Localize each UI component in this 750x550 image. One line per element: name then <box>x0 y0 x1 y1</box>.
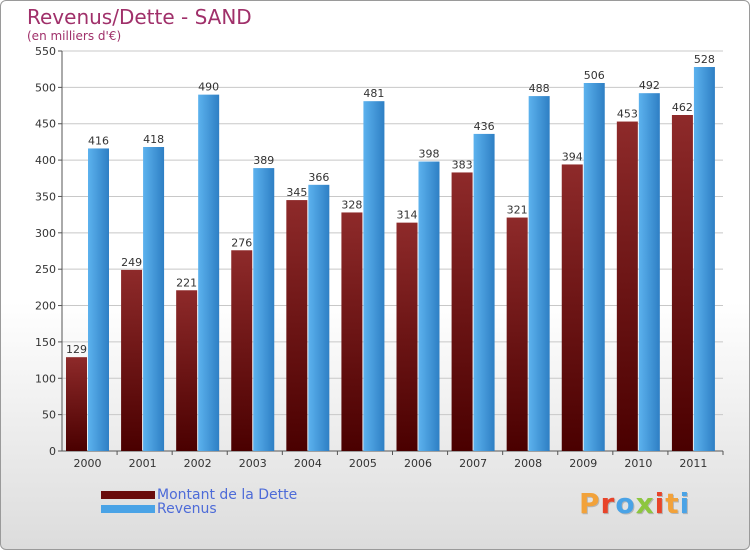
y-tick-label: 100 <box>35 372 56 385</box>
x-tick-label: 2003 <box>239 457 267 470</box>
bar-revenus <box>638 93 660 451</box>
data-label-dette: 276 <box>231 236 252 249</box>
bar-dette <box>121 269 143 451</box>
data-label-dette: 383 <box>452 158 473 171</box>
legend-item-dette: Montant de la Dette <box>101 487 297 503</box>
x-tick-label: 2007 <box>459 457 487 470</box>
bar-dette <box>671 115 693 451</box>
y-tick-label: 500 <box>35 81 56 94</box>
bar-dette <box>286 200 308 451</box>
y-tick-label: 450 <box>35 118 56 131</box>
legend-swatch-revenus <box>101 505 155 513</box>
y-tick-label: 250 <box>35 263 56 276</box>
chart-subtitle: (en milliers d'€) <box>27 29 122 43</box>
data-label-dette: 345 <box>286 186 307 199</box>
bar-revenus <box>363 101 385 451</box>
y-tick-label: 0 <box>49 445 56 458</box>
bar-dette <box>176 290 198 451</box>
bar-revenus <box>528 96 550 451</box>
data-label-dette: 328 <box>341 198 362 211</box>
legend-swatch-dette <box>101 491 155 499</box>
data-label-revenus: 490 <box>198 81 219 94</box>
x-tick-label: 2002 <box>184 457 212 470</box>
y-tick-label: 400 <box>35 154 56 167</box>
legend-item-revenus: Revenus <box>101 501 217 517</box>
x-tick-label: 2005 <box>349 457 377 470</box>
logo-letter: i <box>654 487 666 520</box>
x-tick-label: 2008 <box>514 457 542 470</box>
x-tick-label: 2006 <box>404 457 432 470</box>
data-label-dette: 394 <box>562 150 583 163</box>
axes: 0 50 100 150 200 250 300 350 400 450 500 550 2000 200… <box>35 45 724 470</box>
bar-dette <box>341 212 363 451</box>
data-label-revenus: 481 <box>363 87 384 100</box>
logo-letter: r <box>600 487 616 520</box>
y-tick-label: 150 <box>35 336 56 349</box>
data-label-dette: 249 <box>121 256 142 269</box>
x-tick-label: 2010 <box>624 457 652 470</box>
bar-dette <box>66 357 87 451</box>
bar-dette <box>231 250 253 451</box>
y-tick-label: 300 <box>35 227 56 240</box>
data-label-dette: 453 <box>617 108 638 121</box>
data-label-revenus: 366 <box>308 171 329 184</box>
logo-letter: x <box>635 487 655 520</box>
y-tick-label: 550 <box>35 45 56 58</box>
bar-revenus <box>308 184 330 451</box>
data-label-revenus: 506 <box>584 69 605 82</box>
data-label-revenus: 398 <box>419 148 440 161</box>
bar-revenus <box>583 83 605 451</box>
data-label-revenus: 389 <box>253 154 274 167</box>
bar-revenus <box>253 168 275 451</box>
x-tick-label: 2009 <box>569 457 597 470</box>
logo-letter: o <box>615 487 636 520</box>
bar-revenus <box>693 67 715 451</box>
data-label-revenus: 436 <box>474 120 495 133</box>
y-tick-label: 50 <box>42 409 56 422</box>
proxiti-logo: Proxiti <box>579 487 690 520</box>
bars <box>66 67 715 452</box>
data-label-revenus: 492 <box>639 79 660 92</box>
y-tick-label: 200 <box>35 300 56 313</box>
bar-revenus <box>88 148 109 452</box>
data-label-dette: 462 <box>672 101 693 114</box>
bar-revenus <box>198 94 220 452</box>
logo-letter: t <box>665 487 680 520</box>
data-label-revenus: 488 <box>529 82 550 95</box>
bar-dette <box>616 121 638 451</box>
logo-letter: P <box>579 487 601 520</box>
grid-lines <box>62 50 723 416</box>
bar-dette <box>561 164 583 452</box>
data-label-revenus: 528 <box>694 53 715 66</box>
x-tick-label: 2004 <box>294 457 322 470</box>
chart-title: Revenus/Dette - SAND <box>27 5 252 29</box>
bar-dette <box>396 222 418 451</box>
data-label-dette: 321 <box>507 204 528 217</box>
bar-revenus <box>473 133 495 451</box>
data-label-revenus: 418 <box>143 133 164 146</box>
bar-dette <box>451 172 473 452</box>
bar-revenus <box>418 161 440 451</box>
x-tick-label: 2001 <box>129 457 157 470</box>
data-label-revenus: 416 <box>88 134 109 147</box>
bar-revenus <box>143 147 165 451</box>
logo-letter: i <box>679 487 691 520</box>
x-tick-label: 2011 <box>679 457 707 470</box>
data-label-dette: 129 <box>66 343 87 356</box>
data-label-dette: 314 <box>397 209 418 222</box>
legend-label-dette: Montant de la Dette <box>157 487 298 503</box>
y-tick-label: 350 <box>35 190 56 203</box>
x-tick-label: 2000 <box>74 457 102 470</box>
data-label-dette: 221 <box>176 276 197 289</box>
legend-label-revenus: Revenus <box>157 501 217 517</box>
bar-dette <box>506 217 528 451</box>
